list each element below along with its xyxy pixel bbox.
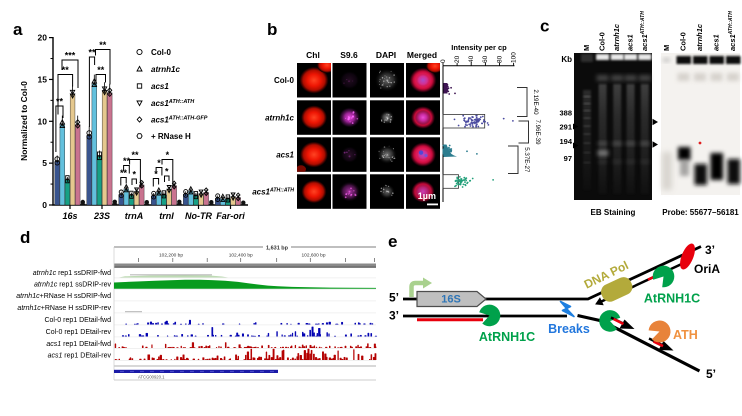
svg-text:M: M: [582, 45, 591, 51]
svg-text:*: *: [165, 167, 169, 177]
svg-text:atrnh1c: atrnh1c: [612, 23, 621, 51]
svg-text:60: 60: [482, 55, 489, 63]
svg-text:acs1ATH::ATH-GFP: acs1ATH::ATH-GFP: [151, 115, 208, 124]
svg-text:80: 80: [496, 55, 503, 63]
svg-text:5: 5: [42, 158, 47, 168]
svg-text:atrnh1c rep1 ssDRIP-fwd: atrnh1c rep1 ssDRIP-fwd: [33, 270, 111, 277]
svg-text:5’: 5’: [389, 291, 399, 305]
svg-text:Normalized to Col-0: Normalized to Col-0: [19, 81, 29, 161]
svg-text:102,200 bp: 102,200 bp: [159, 253, 183, 259]
svg-text:Far-ori: Far-ori: [216, 211, 245, 221]
svg-text:100: 100: [510, 52, 517, 63]
svg-text:*: *: [157, 158, 161, 168]
svg-text:291: 291: [559, 123, 572, 132]
svg-text:102,600 bp: 102,600 bp: [301, 253, 325, 259]
svg-text:Col-0 rep1 DEtail-rev: Col-0 rep1 DEtail-rev: [46, 329, 112, 336]
svg-text:atrnh1c: atrnh1c: [695, 23, 704, 51]
svg-text:d: d: [20, 228, 30, 247]
svg-text:acs1ATH::ATH: acs1ATH::ATH: [151, 99, 195, 108]
svg-text:Kb: Kb: [561, 55, 572, 64]
svg-text:1,631 bp: 1,631 bp: [266, 246, 289, 252]
svg-text:Col-0 rep1 DEtail-fwd: Col-0 rep1 DEtail-fwd: [44, 317, 111, 324]
svg-text:7.96E-39: 7.96E-39: [534, 119, 541, 145]
svg-text:atrnh1c: atrnh1c: [265, 113, 294, 122]
svg-text:acs1 rep1 DEtail-fwd: acs1 rep1 DEtail-fwd: [46, 341, 111, 348]
svg-text:20: 20: [38, 33, 48, 43]
svg-text:Col-0: Col-0: [151, 48, 172, 57]
svg-text:102,400 bp: 102,400 bp: [229, 253, 253, 259]
svg-text:Probe: 55677–56181: Probe: 55677–56181: [662, 208, 739, 217]
svg-text:0: 0: [42, 200, 47, 210]
svg-text:acs1 rep1 DEtail-rev: acs1 rep1 DEtail-rev: [48, 353, 112, 360]
svg-text:Col-0: Col-0: [598, 32, 607, 51]
svg-text:40: 40: [468, 55, 475, 63]
svg-text:trnA: trnA: [125, 211, 144, 221]
svg-text:**: **: [88, 48, 96, 58]
svg-text:acs1: acs1: [626, 34, 635, 51]
svg-text:*: *: [154, 169, 158, 179]
svg-text:b: b: [267, 20, 277, 39]
svg-text:20: 20: [454, 55, 461, 63]
svg-text:**: **: [131, 150, 139, 160]
svg-text:EB Staining: EB Staining: [591, 208, 636, 217]
svg-text:AtRNH1C: AtRNH1C: [479, 330, 535, 344]
svg-text:AtRNH1C: AtRNH1C: [644, 292, 700, 306]
svg-text:M: M: [662, 45, 671, 51]
svg-text:97: 97: [564, 154, 572, 163]
svg-text:3’: 3’: [705, 243, 715, 257]
svg-text:acs1ATH::ATH: acs1ATH::ATH: [252, 187, 294, 196]
svg-text:**: **: [56, 97, 64, 107]
svg-text:**: **: [97, 65, 105, 75]
svg-text:trnI: trnI: [159, 211, 174, 221]
svg-text:DAPI: DAPI: [376, 50, 396, 60]
svg-text:15: 15: [38, 74, 48, 84]
svg-text:acs1ATH::ATH: acs1ATH::ATH: [728, 11, 737, 51]
svg-text:Merged: Merged: [407, 50, 437, 60]
svg-text:Intensity per cp: Intensity per cp: [451, 43, 507, 52]
svg-text:acs1: acs1: [276, 150, 294, 159]
svg-text:ATCG00920.1: ATCG00920.1: [138, 375, 165, 380]
svg-text:e: e: [388, 232, 397, 251]
svg-text:atrnh1c+RNase H ssDRIP-fwd: atrnh1c+RNase H ssDRIP-fwd: [16, 293, 111, 300]
svg-text:OriA: OriA: [694, 262, 720, 276]
svg-text:*: *: [132, 170, 136, 180]
svg-text:Col-0: Col-0: [274, 76, 295, 85]
svg-text:16s: 16s: [62, 211, 77, 221]
svg-text:c: c: [540, 17, 549, 36]
svg-text:0: 0: [440, 59, 447, 63]
svg-text:**: **: [120, 168, 128, 178]
svg-text:3’: 3’: [389, 309, 399, 323]
svg-text:a: a: [13, 20, 23, 39]
svg-text:acs1: acs1: [151, 82, 169, 91]
svg-text:**: **: [99, 40, 107, 50]
svg-text:388: 388: [559, 109, 572, 118]
svg-text:acs1: acs1: [711, 34, 720, 51]
svg-text:atrnh1c+RNase H ssDRIP-rev: atrnh1c+RNase H ssDRIP-rev: [17, 305, 111, 312]
svg-text:Col-0: Col-0: [678, 32, 687, 51]
svg-text:*: *: [166, 150, 170, 160]
svg-text:+ RNase H: + RNase H: [151, 132, 191, 141]
svg-text:acs1ATH::ATH: acs1ATH::ATH: [639, 11, 648, 51]
svg-text:Chl: Chl: [306, 50, 320, 60]
svg-text:ATH: ATH: [673, 328, 698, 342]
svg-text:Breaks: Breaks: [548, 322, 590, 336]
svg-text:194: 194: [559, 137, 572, 146]
svg-text:16S: 16S: [441, 294, 461, 306]
svg-text:23S: 23S: [93, 211, 110, 221]
svg-text:2.19E-40: 2.19E-40: [532, 89, 539, 115]
svg-text:**: **: [123, 156, 131, 166]
svg-text:**: **: [62, 65, 70, 75]
svg-text:10: 10: [38, 116, 48, 126]
svg-text:***: ***: [65, 51, 76, 61]
svg-text:5’: 5’: [706, 367, 716, 381]
svg-text:No-TR: No-TR: [185, 211, 212, 221]
svg-text:5.37E-27: 5.37E-27: [523, 147, 530, 173]
svg-text:S9.6: S9.6: [340, 50, 358, 60]
svg-text:atrnh1c rep1 ssDRIP-rev: atrnh1c rep1 ssDRIP-rev: [34, 282, 112, 289]
svg-text:atrnh1c: atrnh1c: [151, 65, 180, 74]
svg-text:1µm: 1µm: [418, 191, 436, 201]
